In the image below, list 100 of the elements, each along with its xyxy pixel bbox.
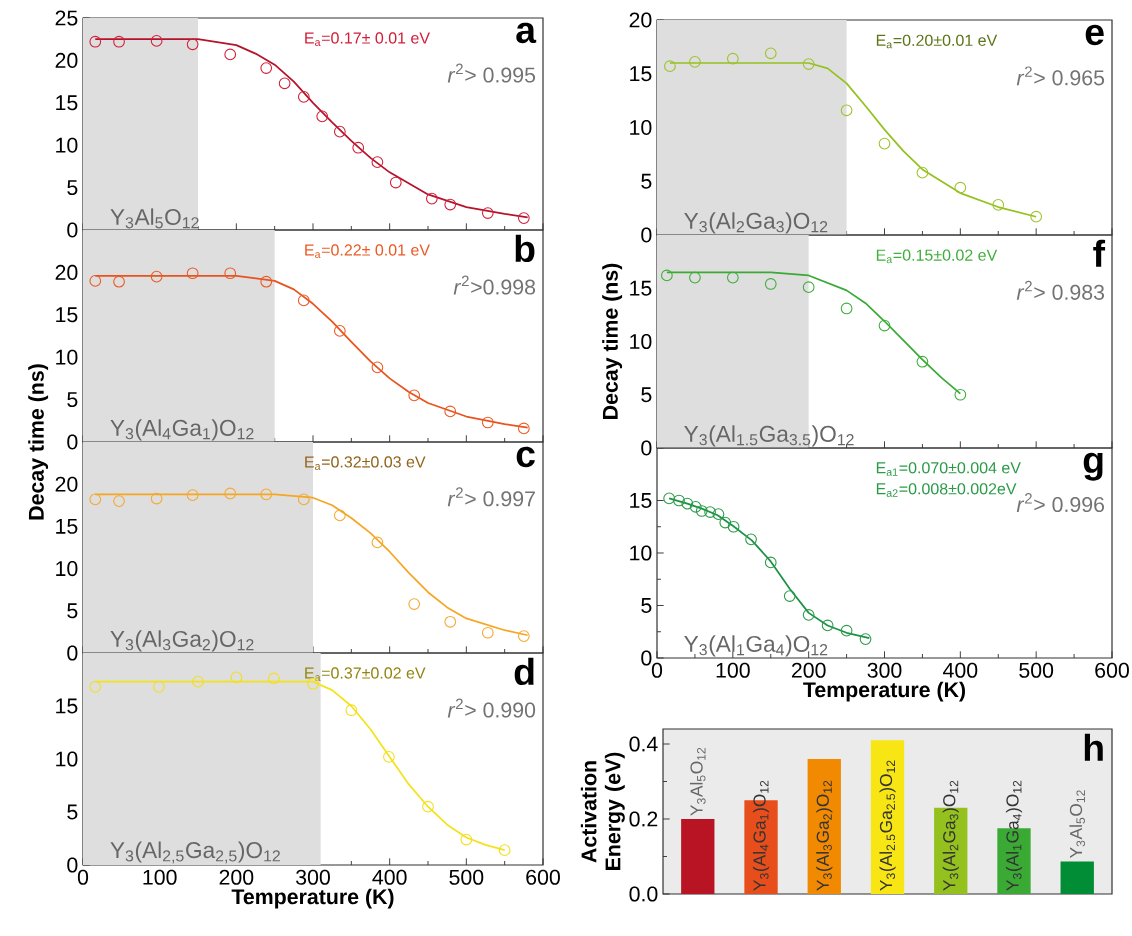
annotation: E$_{a}$=0.17± 0.01 eV <box>305 32 430 47</box>
y-tick-label: 20 <box>629 12 652 28</box>
point <box>719 516 732 529</box>
y-tick-label: 15 <box>56 698 78 714</box>
point <box>113 495 125 507</box>
y-tick-label: 10 <box>630 545 652 561</box>
y-tick-label: 0.0 <box>629 886 658 902</box>
point <box>517 212 530 224</box>
x-tick-label: Y$_{3}$Al$_{5}$O$_{12}$ <box>1069 790 1086 859</box>
point <box>444 615 457 628</box>
point <box>916 355 929 368</box>
point <box>297 294 310 307</box>
x-tick-label: 600 <box>1095 662 1129 678</box>
annotation: E$_{a2}$=0.008±0.002eV <box>876 483 1017 497</box>
y-axis-title: Activation Energy (eV) <box>580 752 625 870</box>
point <box>460 833 473 846</box>
point <box>878 319 891 332</box>
point <box>695 505 708 517</box>
point <box>663 492 676 505</box>
y-tick-label: 5 <box>67 804 78 820</box>
point <box>371 361 384 374</box>
point <box>224 267 237 280</box>
y-tick-label: 20 <box>55 52 78 68</box>
point <box>660 269 673 282</box>
point <box>802 609 815 621</box>
point <box>444 405 457 418</box>
x-tick-label: 0 <box>77 869 89 885</box>
x-tick-label: Y$_{3}$(Al$_{1}$Ga$_{4}$)O$_{12}$ <box>1005 780 1023 891</box>
point <box>681 497 694 510</box>
bar <box>870 740 905 894</box>
x-tick-label: 500 <box>449 869 484 885</box>
y-tick-label: 15 <box>56 518 78 534</box>
y-tick-label: 0 <box>641 650 652 666</box>
annotation: r$^{2}$> 0.990 <box>447 698 536 718</box>
x-tick-label: Y$_{3}$Al$_{5}$O$_{12}$ <box>689 747 706 816</box>
y-tick-label: 20 <box>55 264 78 280</box>
point <box>383 751 395 763</box>
annotation: E$_{a}$=0.22± 0.01 eV <box>305 244 430 259</box>
point <box>297 90 310 103</box>
point <box>260 275 273 288</box>
point <box>481 416 494 429</box>
point <box>150 270 163 283</box>
x-tick-label: 200 <box>791 662 826 678</box>
x-tick-label: 600 <box>526 869 560 885</box>
point <box>89 275 102 287</box>
point <box>481 207 494 219</box>
annotation: r$^{2}$> 0.997 <box>447 487 535 507</box>
x-tick-label: 100 <box>143 869 177 885</box>
point <box>224 48 237 61</box>
point <box>408 389 421 402</box>
point <box>153 681 165 693</box>
point <box>444 198 457 211</box>
y-tick-label: 10 <box>56 137 78 153</box>
point <box>840 104 853 117</box>
point <box>333 125 346 138</box>
point <box>673 494 685 507</box>
point <box>689 500 702 513</box>
point <box>278 77 291 90</box>
annotation: Y$_{3}$(Al$_{4}$Ga$_{1}$)O$_{12}$ <box>110 419 254 441</box>
y-tick-label: 10 <box>56 751 78 767</box>
x-tick-label: 100 <box>716 662 750 678</box>
point <box>517 422 530 435</box>
point <box>498 844 511 857</box>
annotation: f <box>1093 239 1106 267</box>
point <box>764 556 777 569</box>
y-tick-label: 15 <box>630 280 652 296</box>
annotation: g <box>1083 452 1103 481</box>
point <box>704 506 716 518</box>
y-tick-label: 5 <box>641 173 652 189</box>
y-tick-label: 5 <box>67 392 78 408</box>
annotation: Y$_{3}$(Al$_{1}$Ga$_{4}$)O$_{12}$ <box>684 635 828 657</box>
annotation: c <box>516 446 535 468</box>
y-tick-label: 5 <box>67 180 78 196</box>
point <box>113 35 125 48</box>
y-tick-label: 0 <box>67 434 78 450</box>
point <box>783 590 796 602</box>
y-tick-label: 10 <box>630 119 652 136</box>
y-tick-label: 25 <box>55 10 78 26</box>
point <box>150 492 163 505</box>
annotation: r$^{2}$> 0.995 <box>447 63 536 83</box>
point <box>192 675 204 688</box>
point <box>408 598 421 610</box>
x-tick-label: 300 <box>867 662 902 678</box>
annotation: Y$_{3}$(Al$_{2}$Ga$_{3}$)O$_{12}$ <box>684 212 828 234</box>
annotation: a <box>516 22 537 44</box>
point <box>840 302 853 315</box>
point <box>260 62 273 74</box>
point <box>371 156 384 169</box>
y-tick-label: 0 <box>67 645 78 661</box>
point <box>916 166 929 179</box>
annotation: d <box>514 657 534 686</box>
point <box>422 800 434 813</box>
point <box>727 520 740 533</box>
y-tick-label: 5 <box>67 603 78 619</box>
annotation: Y$_{3}$Al$_{5}$O$_{12}$ <box>110 208 199 229</box>
point <box>186 489 199 502</box>
point <box>745 533 757 546</box>
annotation: r$^{2}$> 0.983 <box>1016 280 1105 300</box>
point <box>333 509 346 522</box>
y-tick-label: 15 <box>56 307 78 323</box>
